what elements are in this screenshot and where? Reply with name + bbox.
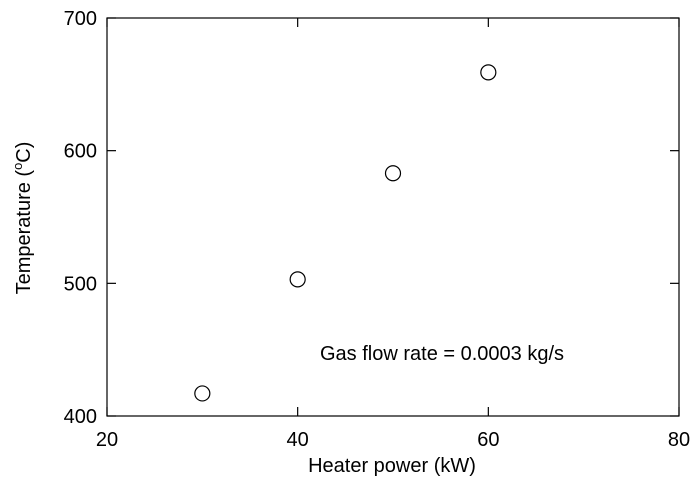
data-point (480, 64, 497, 81)
ticks-layer (106, 17, 680, 417)
x-tick-label: 80 (668, 429, 690, 451)
y-tick-label: 600 (64, 141, 97, 163)
data-point (289, 271, 306, 288)
y-axis-label-degree: o (10, 163, 25, 170)
plot-frame (106, 17, 680, 417)
data-point (384, 165, 402, 182)
y-axis-label-end: C) (13, 142, 35, 163)
x-tick-label: 40 (287, 429, 309, 451)
data-point (194, 385, 211, 402)
x-tick-label: 60 (477, 429, 499, 451)
y-axis-label-main: Temperature ( (13, 170, 35, 295)
x-axis-label: Heater power (kW) (308, 455, 476, 477)
points-layer (194, 64, 497, 402)
y-tick-label: 400 (64, 406, 97, 428)
y-tick-labels: 400 500 600 700 (64, 8, 97, 428)
y-tick-label: 500 (64, 273, 97, 295)
gas-flow-annotation: Gas flow rate = 0.0003 kg/s (320, 343, 564, 365)
x-tick-label: 20 (96, 429, 118, 451)
x-tick-labels: 20 40 60 80 (96, 429, 690, 451)
y-tick-label: 700 (64, 8, 97, 30)
y-axis-label: Temperature (oC) (10, 142, 35, 295)
